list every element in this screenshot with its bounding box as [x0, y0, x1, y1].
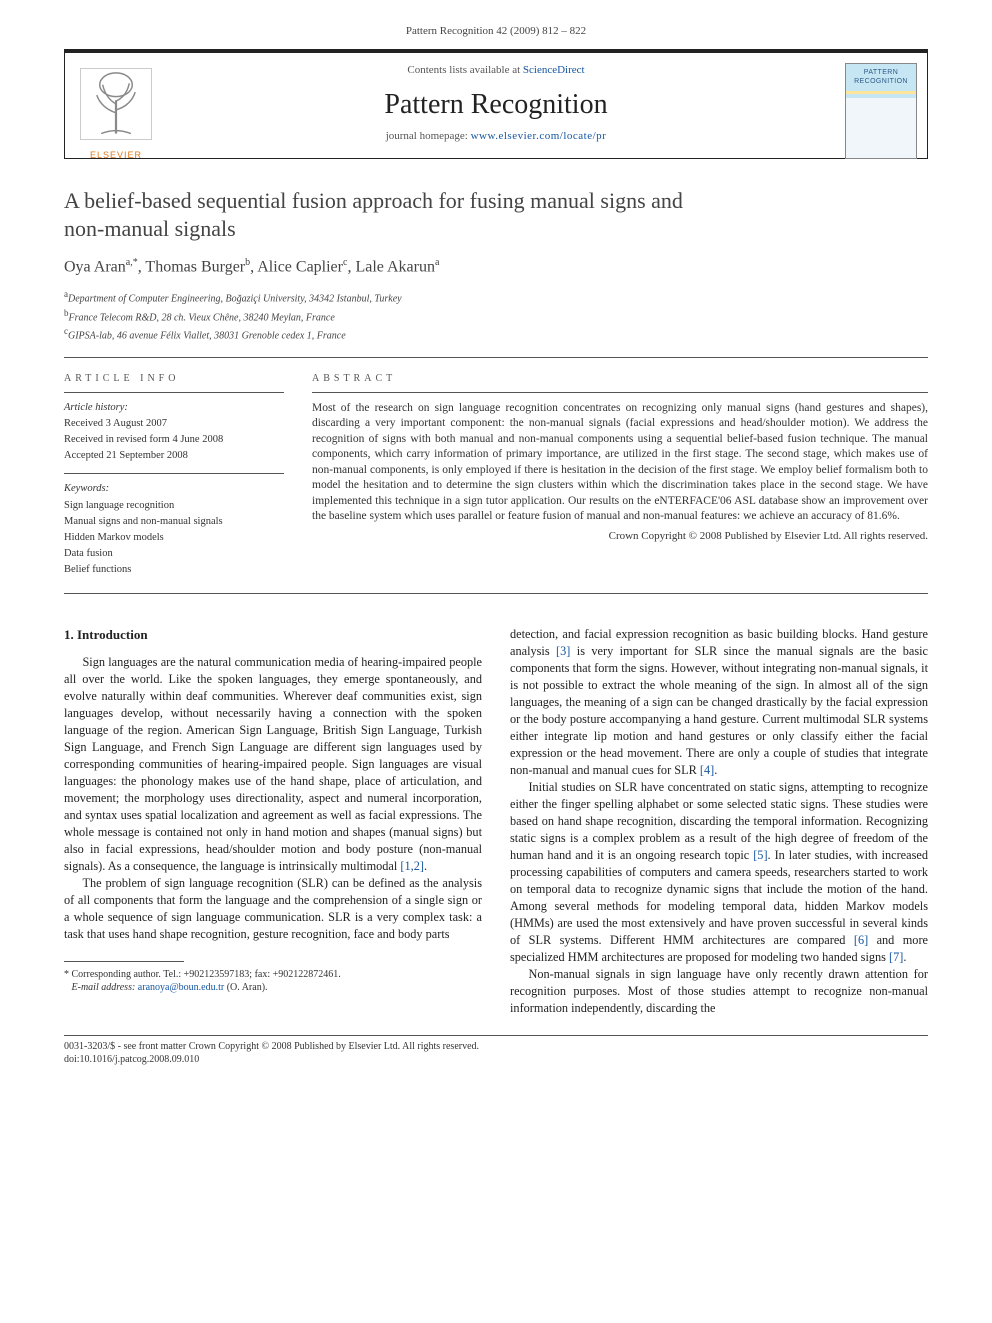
keyword-item: Belief functions: [64, 563, 284, 577]
journal-name: Pattern Recognition: [175, 86, 817, 124]
publisher-tree-icon: [75, 63, 157, 145]
s1-c2p2tail: .: [903, 950, 906, 964]
affil-b: bFrance Telecom R&D, 28 ch. Vieux Chêne,…: [64, 307, 928, 325]
keyword-item: Manual signs and non-manual signals: [64, 515, 284, 529]
keyword-item: Data fusion: [64, 547, 284, 561]
abstract: ABSTRACT Most of the research on sign la…: [312, 372, 928, 579]
cover-thumb-title: PATTERN RECOGNITION: [846, 64, 916, 87]
keywords-label: Keywords:: [64, 482, 284, 496]
running-head: Pattern Recognition 42 (2009) 812 – 822: [64, 24, 928, 39]
doi-line: doi:10.1016/j.patcog.2008.09.010: [64, 1053, 928, 1067]
abstract-copyright: Crown Copyright © 2008 Published by Else…: [312, 529, 928, 544]
publisher-wordmark: ELSEVIER: [75, 149, 157, 161]
abstract-label: ABSTRACT: [312, 372, 928, 386]
keyword-item: Hidden Markov models: [64, 531, 284, 545]
body-columns: 1. Introduction Sign languages are the n…: [64, 626, 928, 1016]
ref-6[interactable]: [6]: [854, 933, 868, 947]
author-list: Oya Arana,*, Thomas Burgerb, Alice Capli…: [64, 256, 928, 278]
accepted-date: Accepted 21 September 2008: [64, 449, 284, 463]
keywords-list: Sign language recognition Manual signs an…: [64, 499, 284, 578]
corresponding-author-footnote: * Corresponding author. Tel.: +902123597…: [64, 968, 482, 995]
s1-p2-text: The problem of sign language recognition…: [64, 876, 482, 941]
s1-c2p3: Non-manual signals in sign language have…: [510, 966, 928, 1017]
article-info-label: ARTICLE INFO: [64, 372, 284, 386]
ref-1-2[interactable]: [1,2]: [400, 859, 424, 873]
footnote-rule: [64, 961, 184, 962]
affil-a-text: Department of Computer Engineering, Boğa…: [68, 294, 402, 305]
contents-line: Contents lists available at ScienceDirec…: [175, 63, 817, 78]
affiliations: aDepartment of Computer Engineering, Boğ…: [64, 288, 928, 343]
history-label: Article history:: [64, 401, 284, 415]
s1-c2p2: Initial studies on SLR have concentrated…: [510, 779, 928, 966]
contents-prefix: Contents lists available at: [407, 64, 522, 76]
affil-c-text: GIPSA-lab, 46 avenue Félix Viallet, 3803…: [68, 330, 346, 341]
body-col-left: 1. Introduction Sign languages are the n…: [64, 626, 482, 1016]
bottom-meta: 0031-3203/$ - see front matter Crown Cop…: [64, 1040, 928, 1067]
rule-abstract: [312, 392, 928, 393]
ref-4[interactable]: [4]: [700, 763, 714, 777]
rule-above-info: [64, 357, 928, 358]
ref-3[interactable]: [3]: [556, 644, 570, 658]
info-abstract-block: ARTICLE INFO Article history: Received 3…: [64, 372, 928, 579]
received-date: Received 3 August 2007: [64, 417, 284, 431]
homepage-prefix: journal homepage:: [386, 130, 471, 142]
corr-tel-fax: * Corresponding author. Tel.: +902123597…: [64, 968, 482, 982]
journal-masthead: ELSEVIER PATTERN RECOGNITION Contents li…: [64, 49, 928, 159]
rule-info-2: [64, 473, 284, 474]
ref-5[interactable]: [5]: [753, 848, 767, 862]
affil-a: aDepartment of Computer Engineering, Boğ…: [64, 288, 928, 306]
s1-p1-text: Sign languages are the natural communica…: [64, 655, 482, 873]
title-line-2: non-manual signals: [64, 216, 236, 241]
title-line-1: A belief-based sequential fusion approac…: [64, 188, 683, 213]
s1-c2p1b: is very important for SLR since the manu…: [510, 644, 928, 777]
rule-info-1: [64, 392, 284, 393]
email-label: E-mail address:: [72, 982, 136, 993]
s1-p2: The problem of sign language recognition…: [64, 875, 482, 943]
s1-p1-cont: detection, and facial expression recogni…: [510, 626, 928, 779]
s1-p1: Sign languages are the natural communica…: [64, 654, 482, 875]
homepage-line: journal homepage: www.elsevier.com/locat…: [175, 129, 817, 144]
article-info: ARTICLE INFO Article history: Received 3…: [64, 372, 284, 579]
sciencedirect-link[interactable]: ScienceDirect: [523, 64, 585, 76]
corr-email-link[interactable]: aranoya@boun.edu.tr: [138, 982, 224, 993]
ref-7[interactable]: [7]: [889, 950, 903, 964]
rule-below-abstract: [64, 593, 928, 594]
body-col-right: detection, and facial expression recogni…: [510, 626, 928, 1016]
homepage-link[interactable]: www.elsevier.com/locate/pr: [471, 130, 607, 142]
affil-c: cGIPSA-lab, 46 avenue Félix Viallet, 380…: [64, 325, 928, 343]
corr-email-who: (O. Aran).: [227, 982, 268, 993]
corr-email-line: E-mail address: aranoya@boun.edu.tr (O. …: [64, 981, 482, 995]
article-title: A belief-based sequential fusion approac…: [64, 187, 928, 242]
bottom-rule: [64, 1035, 928, 1036]
front-matter-line: 0031-3203/$ - see front matter Crown Cop…: [64, 1040, 928, 1054]
abstract-text: Most of the research on sign language re…: [312, 401, 928, 525]
cover-thumb-band: [846, 91, 916, 94]
journal-cover-thumbnail: PATTERN RECOGNITION: [845, 63, 917, 159]
s1-p1-tail: .: [424, 859, 427, 873]
revised-date: Received in revised form 4 June 2008: [64, 433, 284, 447]
keyword-item: Sign language recognition: [64, 499, 284, 513]
s1-c2p1tail: .: [714, 763, 717, 777]
s1-c2p3-text: Non-manual signals in sign language have…: [510, 967, 928, 1015]
section-1-heading: 1. Introduction: [64, 626, 482, 644]
affil-b-text: France Telecom R&D, 28 ch. Vieux Chêne, …: [69, 312, 335, 323]
